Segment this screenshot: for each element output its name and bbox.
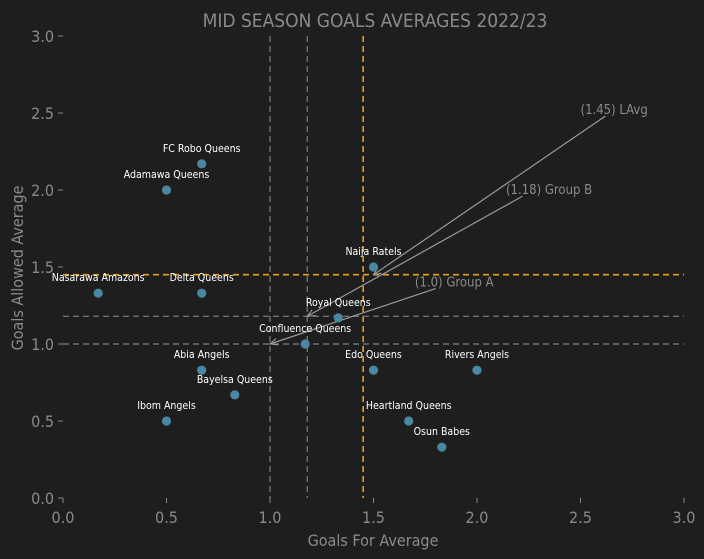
point-label: FC Robo Queens — [163, 143, 241, 155]
point-label: Adamawa Queens — [124, 169, 210, 181]
point-label: Abia Angels — [174, 349, 230, 361]
data-point — [300, 339, 310, 349]
point-labels: FC Robo Queens Adamawa Queens Nasarawa Ama… — [52, 143, 509, 438]
point-label: Bayelsa Queens — [197, 374, 273, 386]
reference-label: (1.18) Group B — [506, 183, 592, 198]
point-label: Nasarawa Amazons — [52, 272, 145, 284]
point-label: Royal Queens — [306, 297, 371, 309]
data-point — [161, 185, 172, 195]
y-axis-title: Goals Allowed Average — [8, 185, 27, 350]
y-tick-label: 1.5 — [31, 258, 54, 277]
x-tick-label: 3.0 — [673, 508, 696, 527]
y-tick-label: 0.0 — [31, 489, 54, 508]
reference-label: (1.0) Group A — [415, 275, 494, 290]
point-label: Osun Babes — [414, 426, 470, 438]
data-point — [197, 288, 207, 298]
reference-label: (1.45) LAvg — [581, 103, 648, 118]
point-label: Heartland Queens — [366, 400, 452, 412]
point-label: Delta Queens — [170, 272, 234, 284]
data-point — [368, 262, 379, 272]
y-tick-label: 1.0 — [31, 335, 54, 354]
data-point — [404, 416, 414, 426]
chart-title: MID SEASON GOALS AVERAGES 2022/23 — [203, 10, 548, 32]
data-point — [230, 390, 240, 400]
x-axis: 0.0 0.5 1.0 1.5 2.0 2.5 3.0 — [52, 498, 696, 527]
point-label: Naija Ratels — [345, 246, 401, 258]
point-label: Ibom Angels — [137, 400, 196, 412]
annotation-arrow — [374, 115, 606, 275]
x-tick-label: 2.5 — [569, 508, 592, 527]
x-axis-title: Goals For Average — [308, 531, 439, 550]
reference-annotations: (1.45) LAvg (1.18) Group B (1.0) Group A — [270, 103, 648, 344]
data-point — [368, 365, 379, 375]
data-point — [472, 365, 482, 375]
data-point — [93, 288, 103, 298]
annotation-arrow — [307, 195, 523, 316]
data-point — [197, 159, 207, 169]
point-label: Rivers Angels — [445, 349, 509, 361]
annotation-arrow — [270, 287, 436, 344]
data-points — [93, 159, 482, 452]
y-tick-label: 2.0 — [31, 181, 54, 200]
x-tick-label: 0.0 — [52, 508, 75, 527]
point-label: Edo Queens — [345, 349, 402, 361]
y-tick-label: 0.5 — [31, 412, 54, 431]
x-tick-label: 0.5 — [155, 508, 178, 527]
data-point — [333, 313, 343, 323]
y-tick-label: 3.0 — [31, 27, 54, 46]
x-tick-label: 1.5 — [362, 508, 385, 527]
x-tick-label: 2.0 — [466, 508, 489, 527]
point-label: Confluence Queens — [259, 323, 351, 335]
y-tick-label: 2.5 — [31, 104, 54, 123]
y-axis: 0.0 0.5 1.0 1.5 2.0 2.5 3.0 — [31, 27, 63, 508]
x-tick-label: 1.0 — [259, 508, 282, 527]
data-point — [437, 442, 447, 452]
data-point — [161, 416, 172, 426]
data-point — [197, 365, 207, 375]
